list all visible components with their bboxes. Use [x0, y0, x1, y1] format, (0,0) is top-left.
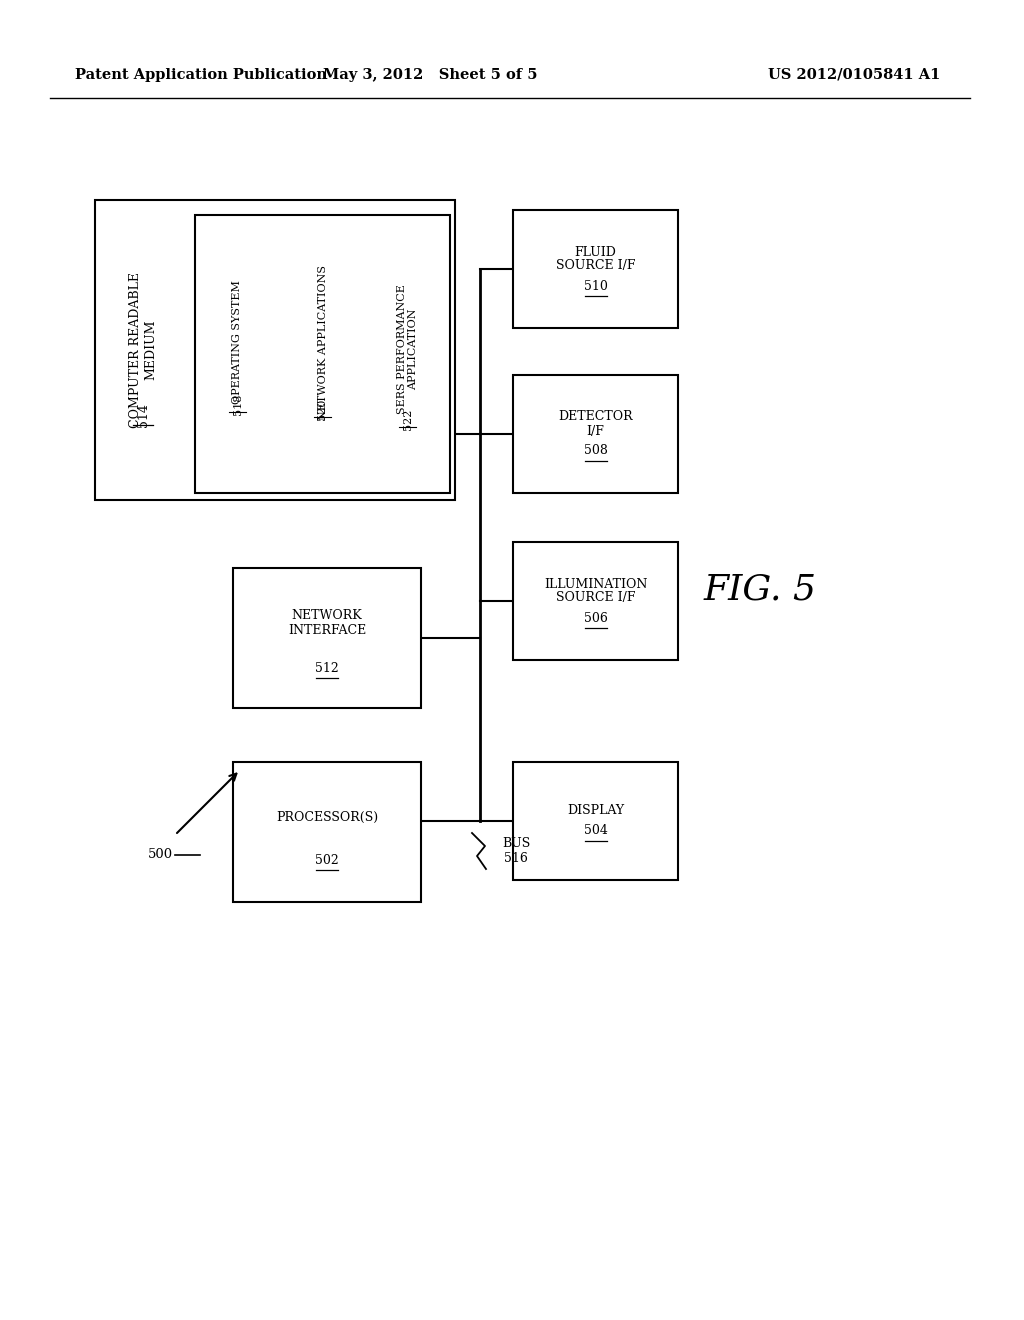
Text: US 2012/0105841 A1: US 2012/0105841 A1: [768, 69, 940, 82]
Bar: [195, 215, 450, 492]
Text: FIG. 5: FIG. 5: [703, 573, 816, 607]
Bar: [513, 375, 678, 492]
Text: 504: 504: [584, 825, 607, 837]
Text: 508: 508: [584, 445, 607, 458]
Text: 510: 510: [584, 280, 607, 293]
Text: 514: 514: [136, 403, 150, 426]
Text: DETECTOR: DETECTOR: [558, 411, 633, 424]
Bar: [233, 762, 421, 902]
Text: SOURCE I/F: SOURCE I/F: [556, 260, 635, 272]
Bar: [233, 568, 421, 708]
Text: 500: 500: [148, 849, 173, 862]
Text: 512: 512: [315, 661, 339, 675]
Text: 520: 520: [317, 399, 328, 420]
Text: 506: 506: [584, 611, 607, 624]
Text: NETWORK
INTERFACE: NETWORK INTERFACE: [288, 609, 367, 638]
Text: BUS
516: BUS 516: [502, 837, 530, 865]
Text: PROCESSOR(S): PROCESSOR(S): [275, 810, 378, 824]
Text: SOURCE I/F: SOURCE I/F: [556, 591, 635, 605]
Bar: [513, 543, 678, 660]
Text: I/F: I/F: [587, 425, 604, 437]
Text: 522: 522: [402, 408, 413, 430]
Text: May 3, 2012   Sheet 5 of 5: May 3, 2012 Sheet 5 of 5: [323, 69, 538, 82]
Text: 502: 502: [315, 854, 339, 866]
Text: 518: 518: [232, 393, 243, 414]
Bar: [95, 201, 455, 500]
Text: Patent Application Publication: Patent Application Publication: [75, 69, 327, 82]
Bar: [513, 762, 678, 880]
Text: SERS PERFORMANCE
APPLICATION: SERS PERFORMANCE APPLICATION: [396, 284, 418, 414]
Text: COMPUTER READABLE
MEDIUM: COMPUTER READABLE MEDIUM: [129, 272, 157, 428]
Bar: [513, 210, 678, 327]
Text: FLUID: FLUID: [574, 246, 616, 259]
Text: OPERATING SYSTEM: OPERATING SYSTEM: [232, 280, 243, 404]
Text: NETWORK APPLICATIONS: NETWORK APPLICATIONS: [317, 264, 328, 420]
Text: DISPLAY: DISPLAY: [567, 804, 624, 817]
Text: ILLUMINATION: ILLUMINATION: [544, 578, 647, 590]
